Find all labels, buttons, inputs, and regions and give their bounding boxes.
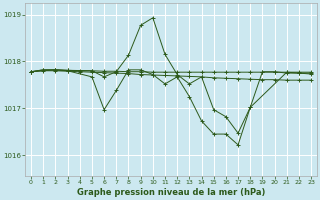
X-axis label: Graphe pression niveau de la mer (hPa): Graphe pression niveau de la mer (hPa) — [77, 188, 265, 197]
